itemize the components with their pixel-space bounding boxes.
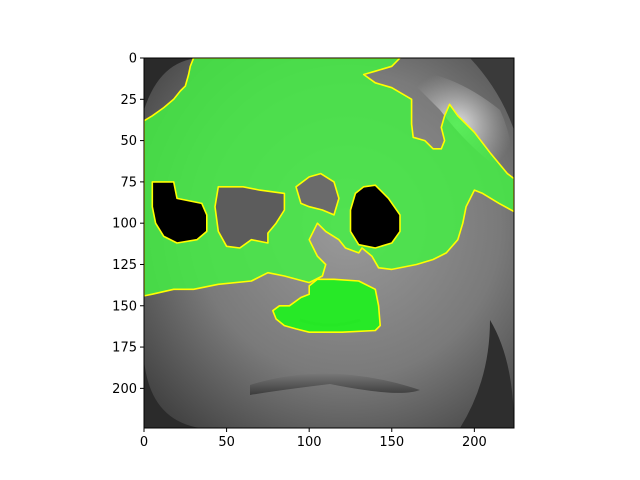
nose-region	[295, 172, 340, 216]
y-tick-label: 125	[112, 258, 137, 273]
y-tick-label: 0	[129, 52, 137, 67]
x-tick-label: 0	[140, 435, 148, 450]
x-tick-label: 150	[379, 435, 404, 450]
y-tick-label: 25	[120, 93, 137, 108]
y-tick-label: 175	[112, 341, 137, 356]
y-tick-label: 100	[112, 217, 137, 232]
x-tick-label: 200	[462, 435, 487, 450]
x-tick-label: 50	[218, 435, 235, 450]
center-gap-region	[214, 186, 286, 249]
plot-frame	[143, 57, 515, 429]
left-eye-region	[151, 181, 208, 244]
y-tick-label: 50	[120, 134, 137, 149]
x-axis: 0 50 100 150 200	[140, 428, 487, 450]
mouth-region	[272, 278, 381, 333]
eye-regions	[151, 172, 401, 249]
y-tick-label: 75	[120, 175, 137, 190]
y-tick-label: 150	[112, 299, 137, 314]
y-tick-label: 200	[112, 382, 137, 397]
y-axis: 0 25 50 75 100 125 150 175 200	[112, 52, 144, 397]
right-eye-region	[349, 184, 401, 249]
x-tick-label: 100	[297, 435, 322, 450]
